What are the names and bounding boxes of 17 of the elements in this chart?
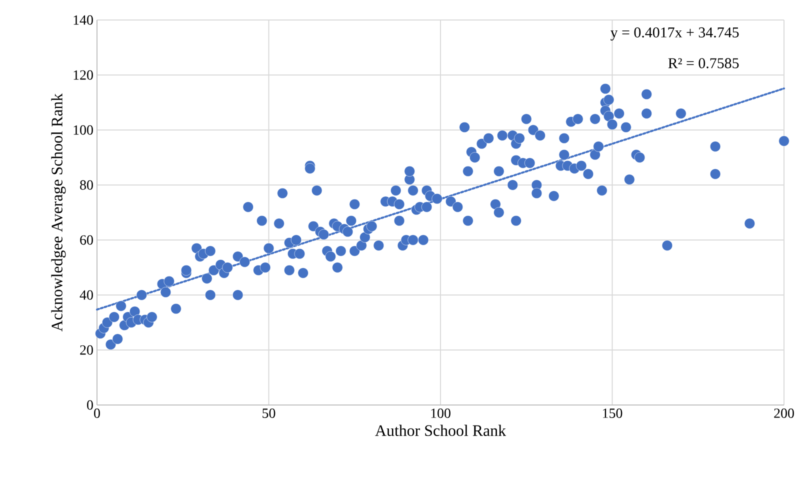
y-tick-label: 120 — [74, 70, 93, 80]
y-tick-label: 0 — [87, 400, 93, 410]
x-tick-label: 50 — [262, 408, 276, 418]
x-tick-label: 0 — [94, 408, 100, 418]
annotation: y = 0.4017x + 34.745 — [610, 27, 739, 41]
y-tick-label: 60 — [80, 235, 93, 245]
y-tick-label: 100 — [74, 125, 93, 135]
y-tick-label: 20 — [80, 345, 93, 355]
y-tick-label: 140 — [74, 15, 93, 25]
y-axis-title: Acknowledgee Average School Rank — [51, 93, 66, 332]
x-axis-title: Author School Rank — [375, 424, 506, 436]
x-tick-label: 100 — [431, 408, 450, 418]
y-tick-label: 40 — [80, 290, 93, 300]
x-tick-label: 150 — [603, 408, 622, 418]
x-tick-label: 200 — [774, 408, 794, 418]
y-tick-label: 80 — [80, 180, 93, 190]
annotation: R² = 0.7585 — [668, 58, 739, 68]
